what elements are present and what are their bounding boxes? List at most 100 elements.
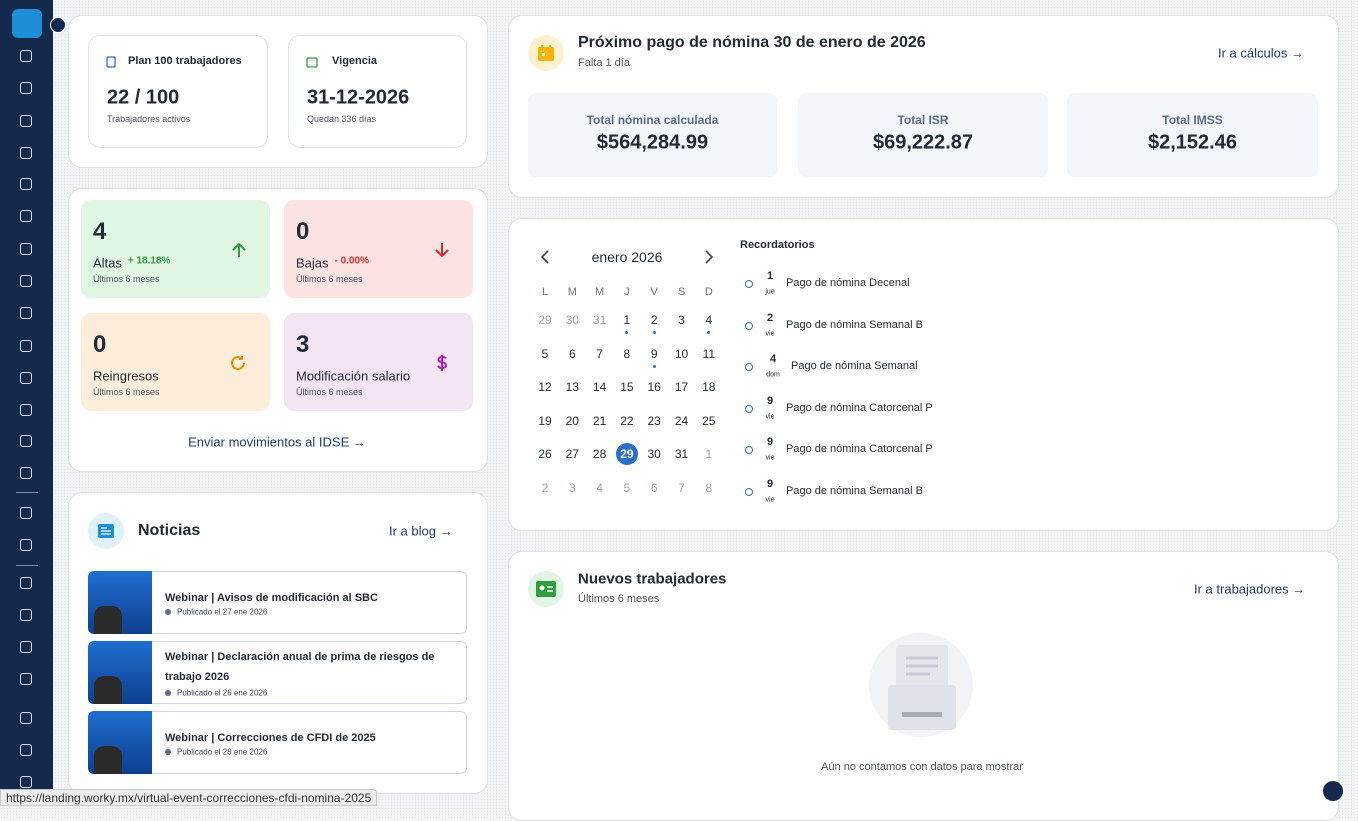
reminder-weekday: vie [765, 413, 775, 421]
calendar-day[interactable]: 5 [623, 481, 631, 495]
empty-illustration [869, 633, 973, 737]
nav-separator [16, 565, 38, 566]
calendar-day[interactable]: 31 [592, 313, 607, 327]
calendar-day[interactable]: 29 [538, 313, 552, 327]
nav-icon[interactable] [20, 340, 32, 352]
calendar-day[interactable]: 20 [565, 413, 579, 428]
calendar-day[interactable]: 8 [623, 346, 631, 361]
blog-link[interactable]: Ir a blog → [389, 523, 453, 539]
calendar-day[interactable]: 12 [538, 380, 552, 395]
news-glyph [98, 524, 114, 538]
workers-title: Nuevos trabajadores [578, 570, 727, 588]
vigencia-value: 31-12-2026 [307, 86, 410, 109]
calendar-day[interactable]: 13 [565, 380, 579, 395]
reminder-dot [745, 321, 753, 330]
reminder-weekday: jue [765, 288, 775, 296]
movement-change: - 0.00% [334, 255, 369, 267]
calc-link[interactable]: Ir a cálculos → [1218, 45, 1304, 61]
movement-count: 3 [296, 331, 310, 358]
calendar-day[interactable]: 5 [541, 346, 549, 361]
nav-icon[interactable] [20, 435, 32, 447]
sidebar-toggle[interactable] [50, 17, 66, 33]
nav-icon[interactable] [20, 372, 32, 384]
reminder-day: 9 [766, 394, 774, 407]
up-arrow [232, 242, 246, 257]
calendar-day[interactable]: 4 [705, 313, 713, 327]
vigencia-caption: Quedan 336 días [307, 114, 377, 124]
calendar-day[interactable]: 31 [674, 447, 689, 462]
calendar-day[interactable]: 2 [650, 313, 658, 327]
reminder-weekday: vie [765, 454, 775, 462]
nav-icon[interactable] [20, 507, 32, 519]
reminder-day: 2 [766, 311, 774, 324]
calendar-day[interactable]: 29 [620, 447, 634, 462]
nav-icon[interactable] [20, 744, 32, 756]
nav-icon[interactable] [20, 404, 32, 416]
nav-icon[interactable] [20, 210, 32, 222]
movement-caption: Últimos 6 meses [296, 387, 363, 397]
nav-icon[interactable] [20, 577, 32, 589]
calendar-day[interactable]: 22 [620, 413, 634, 428]
calendar-day[interactable]: 30 [565, 313, 579, 327]
nav-icon[interactable] [20, 147, 32, 159]
nav-icon[interactable] [20, 115, 32, 127]
calendar-day[interactable]: 8 [705, 481, 713, 495]
calendar-day[interactable]: 24 [674, 413, 689, 428]
calendar-day[interactable]: 3 [678, 313, 685, 327]
nav-icon[interactable] [20, 307, 32, 319]
next-month[interactable] [704, 250, 714, 264]
calendar-day[interactable]: 25 [702, 413, 716, 428]
calendar-day[interactable]: 3 [568, 481, 576, 495]
chat-bot[interactable] [1323, 781, 1343, 801]
calendar-day[interactable]: 26 [538, 447, 552, 462]
nav-icon[interactable] [20, 243, 32, 255]
nav-icon[interactable] [20, 609, 32, 621]
nav-icon[interactable] [20, 50, 32, 62]
calendar-day[interactable]: 6 [568, 346, 576, 361]
calendar-day[interactable]: 17 [674, 380, 689, 395]
calendar-day[interactable]: 10 [674, 346, 689, 361]
nav-icon[interactable] [20, 776, 32, 788]
reminder-day: 1 [766, 270, 774, 282]
calendar-day[interactable]: 7 [678, 481, 685, 495]
total-value: $564,284.99 [596, 131, 709, 154]
calendar-day[interactable]: 18 [702, 380, 716, 395]
movement-caption: Últimos 6 meses [93, 274, 160, 284]
calendar-day[interactable]: 23 [647, 413, 661, 428]
calendar-day[interactable]: 1 [705, 447, 713, 462]
workers-link[interactable]: Ir a trabajadores → [1194, 581, 1306, 597]
calendar-day[interactable]: 28 [592, 447, 607, 462]
total-label: Total nómina calculada [586, 113, 719, 127]
calendar-day[interactable]: 4 [596, 481, 603, 495]
nav-icon[interactable] [20, 673, 32, 685]
calendar-day[interactable]: 11 [702, 346, 716, 361]
calendar-day[interactable]: 9 [650, 346, 658, 361]
calendar-day[interactable]: 7 [596, 346, 603, 361]
calendar-day[interactable]: 2 [541, 481, 549, 495]
calendar-day[interactable]: 15 [620, 380, 634, 395]
nav-icon[interactable] [20, 712, 32, 724]
idse-link[interactable]: Enviar movimientos al IDSE → [188, 434, 366, 450]
calendar-day[interactable]: 1 [623, 313, 631, 327]
reminder-name: Pago de nómina Semanal B [786, 318, 923, 331]
calendar-day[interactable]: 14 [592, 380, 607, 395]
calendar-day[interactable]: 27 [565, 447, 579, 462]
nav-icon[interactable] [20, 82, 32, 94]
prev-month[interactable] [540, 250, 550, 264]
calendar-day[interactable]: 30 [647, 447, 661, 462]
calendar-day[interactable]: 19 [538, 413, 552, 428]
nav-icon[interactable] [20, 467, 32, 479]
calendar-day[interactable]: 6 [650, 481, 658, 495]
reminder-name: Pago de nómina Semanal B [786, 485, 923, 497]
nav-icon[interactable] [20, 539, 32, 551]
calendar-month: enero 2026 [591, 249, 663, 265]
home-button[interactable] [12, 9, 42, 38]
calendar-day[interactable]: 16 [647, 380, 661, 395]
movement-tile[interactable] [81, 313, 270, 411]
nav-icon[interactable] [20, 275, 32, 287]
nav-icon[interactable] [20, 641, 32, 653]
calendar-day[interactable]: 21 [592, 413, 607, 428]
nav-icon[interactable] [20, 178, 32, 190]
movement-label: Bajas [296, 255, 329, 271]
total-value: $69,222.87 [872, 131, 974, 154]
